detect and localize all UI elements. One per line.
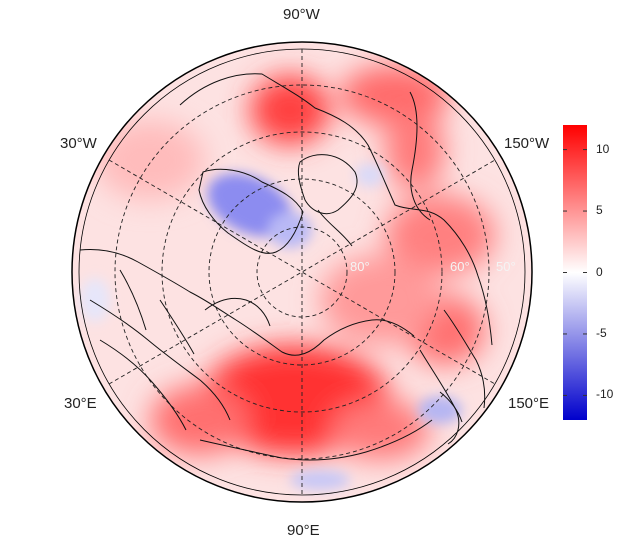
meridian-label-bottom: 90°E xyxy=(287,522,320,539)
colorbar-tick-label: -5 xyxy=(596,325,607,340)
colorbar-tick-label: 5 xyxy=(596,203,603,218)
meridian-label-top: 90°W xyxy=(283,6,320,23)
map-boundary xyxy=(71,41,533,503)
latitude-label-80: 80° xyxy=(350,259,370,274)
latitude-label-50: 50° xyxy=(496,259,516,274)
colorbar-tick-label: 10 xyxy=(596,141,610,156)
latitude-label-60: 60° xyxy=(450,259,470,274)
colorbar-tick-label: -10 xyxy=(596,387,614,402)
colorbar-tick-label: 0 xyxy=(596,264,603,279)
meridian-label-left-upper: 30°W xyxy=(60,135,97,152)
meridian-label-right-upper: 150°W xyxy=(504,135,550,152)
coastlines xyxy=(79,73,493,461)
colorbar-group xyxy=(563,125,587,420)
graticule xyxy=(108,49,496,495)
meridian-label-right-lower: 150°E xyxy=(508,395,550,412)
anomaly-field xyxy=(72,42,532,502)
meridian-label-left-lower: 30°E xyxy=(64,395,97,412)
